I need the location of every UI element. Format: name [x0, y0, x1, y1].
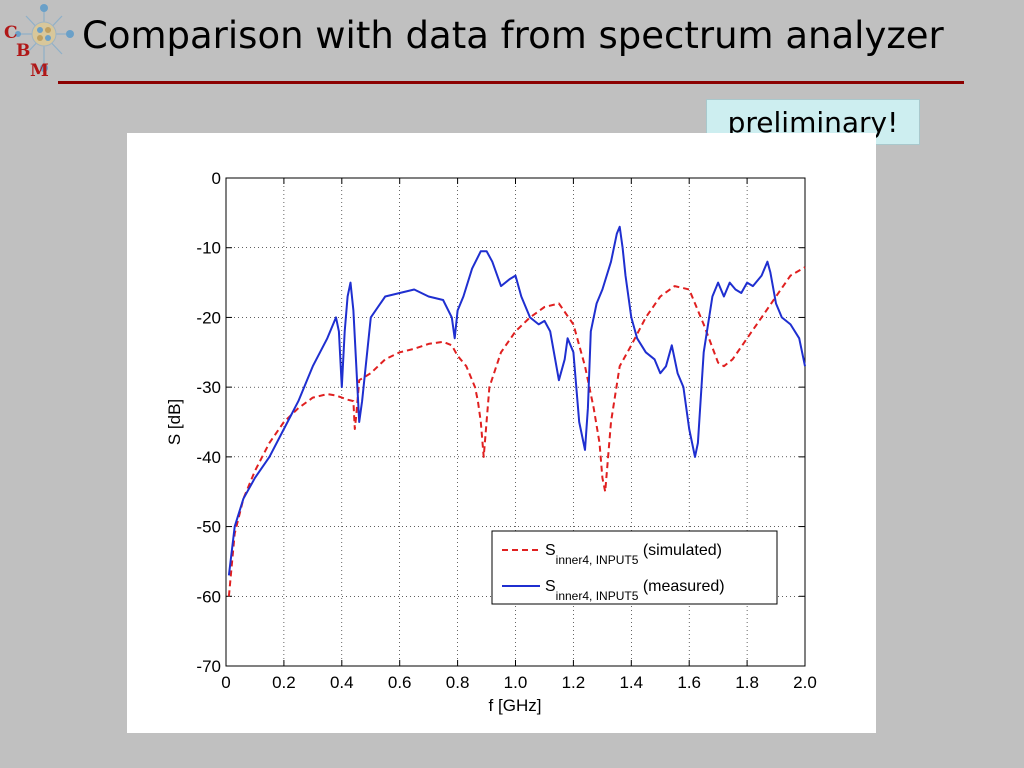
- logo-letter-b: B: [16, 41, 30, 61]
- series-measured-line: [227, 225, 806, 576]
- legend-label-measured: Sinner4, INPUT5 (measured): [545, 578, 725, 603]
- x-tick-label: 1.8: [735, 673, 759, 692]
- legend-label-measured-suffix: (measured): [638, 578, 724, 595]
- chart-canvas: 0 0.2 0.4 0.6 0.8 1.0 1.2 1.4 1.6 1.8 2.0 0 -10 -20 -3…: [165, 169, 817, 715]
- legend-label-simulated-sub: inner4, INPUT5: [556, 553, 639, 567]
- x-tick-label: 2.0: [793, 673, 817, 692]
- legend-label-simulated-main: S: [545, 542, 556, 559]
- x-tick-label: 1.4: [619, 673, 643, 692]
- y-tick-label: -60: [196, 587, 221, 606]
- axis-ticks: 0 0.2 0.4 0.6 0.8 1.0 1.2 1.4 1.6 1.8 2.0 0 -10 -20 -3…: [196, 169, 816, 692]
- title-underline: [58, 81, 964, 84]
- legend-label-simulated: Sinner4, INPUT5 (simulated): [545, 542, 722, 567]
- x-tick-label: 1.6: [677, 673, 701, 692]
- x-tick-label: 1.2: [562, 673, 586, 692]
- logo-letter-c: C: [4, 23, 18, 43]
- molecule-logo-icon: C B M: [4, 4, 74, 81]
- slide-title: Comparison with data from spectrum analy…: [82, 14, 944, 57]
- y-tick-label: -30: [196, 378, 221, 397]
- x-tick-label: 0.2: [272, 673, 296, 692]
- series-simulated-line: [227, 266, 806, 597]
- chart-figure: 0 0.2 0.4 0.6 0.8 1.0 1.2 1.4 1.6 1.8 2.0 0 -10 -20 -3…: [127, 133, 876, 733]
- series-layer: [227, 225, 806, 597]
- logo-letter-m: M: [30, 61, 49, 78]
- x-axis-label: f [GHz]: [489, 696, 542, 715]
- x-tick-label: 0.8: [446, 673, 470, 692]
- x-tick-label: 1.0: [504, 673, 528, 692]
- legend-label-simulated-suffix: (simulated): [638, 542, 722, 559]
- cbm-logo: C B M: [2, 2, 74, 81]
- legend-label-measured-main: S: [545, 578, 556, 595]
- legend-label-measured-sub: inner4, INPUT5: [556, 589, 639, 603]
- y-tick-label: -70: [196, 657, 221, 676]
- y-tick-label: -40: [196, 448, 221, 467]
- y-tick-label: -50: [196, 518, 221, 537]
- x-tick-label: 0.6: [388, 673, 412, 692]
- y-tick-label: 0: [212, 169, 221, 188]
- legend-box: [491, 530, 778, 605]
- y-tick-label: -20: [196, 308, 221, 327]
- x-tick-label: 0: [221, 673, 230, 692]
- y-axis-label: S [dB]: [165, 399, 184, 445]
- x-tick-label: 0.4: [330, 673, 354, 692]
- y-tick-label: -10: [196, 239, 221, 258]
- legend: Sinner4, INPUT5 (simulated) Sinner4, INP…: [491, 530, 778, 605]
